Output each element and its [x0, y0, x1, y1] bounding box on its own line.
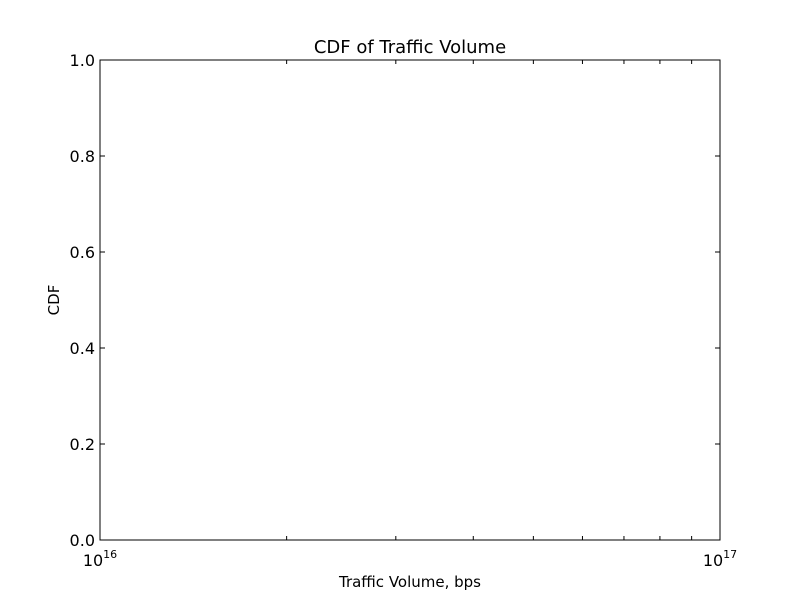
chart-title: CDF of Traffic Volume	[314, 37, 506, 58]
tick-marks	[99, 59, 721, 541]
y-tick-label: 0.6	[70, 243, 95, 262]
y-tick-label: 0.0	[70, 531, 95, 550]
x-tick-labels: 1016 1017	[83, 548, 737, 570]
y-tick-label: 0.2	[70, 435, 95, 454]
x-tick-label: 1016	[83, 548, 117, 570]
y-axis-label: CDF	[45, 285, 63, 316]
y-tick-label: 0.8	[70, 147, 95, 166]
y-tick-label: 1.0	[70, 51, 95, 70]
x-tick-label: 1017	[703, 548, 737, 570]
x-axis-label: Traffic Volume, bps	[338, 573, 481, 591]
y-tick-labels: 0.0 0.2 0.4 0.6 0.8 1.0	[70, 51, 95, 550]
plot-area	[99, 59, 721, 541]
y-tick-label: 0.4	[70, 339, 95, 358]
